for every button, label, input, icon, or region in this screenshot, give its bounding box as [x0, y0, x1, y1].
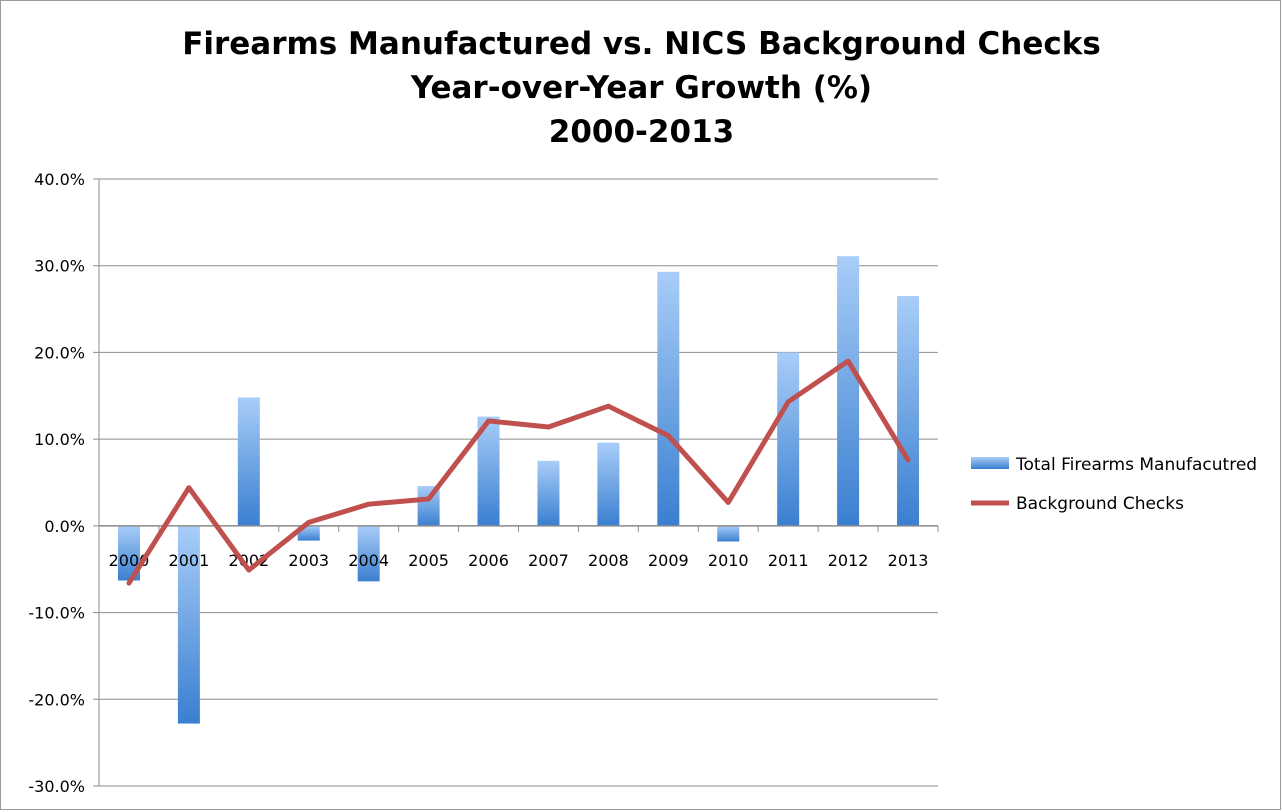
- bar: [477, 416, 500, 526]
- line-point: [787, 401, 789, 403]
- line-point: [488, 420, 490, 422]
- legend-label-bars: Total Firearms Manufacutred: [1015, 455, 1257, 475]
- bar: [417, 485, 440, 526]
- x-tick-label: 2011: [768, 551, 809, 570]
- x-tick-label: 2005: [408, 551, 449, 570]
- bar-series: [117, 256, 920, 724]
- chart-title-line-1: Firearms Manufactured vs. NICS Backgroun…: [182, 26, 1101, 62]
- x-tick-label: 2007: [528, 551, 569, 570]
- x-tick-label: 2003: [288, 551, 329, 570]
- line-point: [607, 405, 609, 407]
- legend-swatch-bars: [971, 457, 1009, 469]
- bar: [177, 525, 200, 724]
- bar: [657, 271, 680, 526]
- line-point: [188, 487, 190, 489]
- x-tick-label: 2009: [648, 551, 689, 570]
- x-tick-label: 2004: [348, 551, 389, 570]
- bar: [717, 525, 740, 542]
- y-tick-label: 10.0%: [34, 430, 85, 449]
- line-point: [547, 426, 549, 428]
- line-point: [368, 503, 370, 505]
- legend-label-line: Background Checks: [1016, 494, 1184, 514]
- y-axis-tick-labels: -30.0% -20.0% -10.0% 0.0% 10.0% 20.0% 30.0% 40.…: [28, 170, 85, 796]
- x-tick-label: 2001: [169, 551, 210, 570]
- line-point: [847, 360, 849, 362]
- line-point: [727, 501, 729, 503]
- bar: [837, 256, 860, 526]
- chart-title-line-3: 2000-2013: [548, 114, 735, 150]
- bar: [117, 525, 140, 581]
- line-background-checks: [126, 358, 911, 586]
- y-tick-label: 30.0%: [34, 257, 85, 276]
- y-tick-label: 40.0%: [34, 170, 85, 189]
- bar: [537, 460, 560, 526]
- line-point: [128, 582, 130, 584]
- line-point: [428, 498, 430, 500]
- axes: [98, 179, 939, 786]
- legend: Total Firearms Manufacutred Background Ch…: [971, 455, 1257, 514]
- y-tick-label: -30.0%: [28, 777, 85, 796]
- y-tick-label: -10.0%: [28, 604, 85, 623]
- bar: [777, 352, 800, 526]
- y-tick-label: 20.0%: [34, 343, 85, 362]
- line-point: [308, 521, 310, 523]
- x-tick-label: 2008: [588, 551, 629, 570]
- bar: [237, 397, 260, 526]
- bar: [357, 525, 380, 582]
- y-tick-label: -20.0%: [28, 690, 85, 709]
- line-point: [248, 569, 250, 571]
- line-point: [907, 459, 909, 461]
- bar: [897, 296, 920, 526]
- chart-title-line-2: Year-over-Year Growth (%): [410, 70, 873, 106]
- x-axis-tick-labels: 2000 2001 2002 2003 2004 2005 2006 2007 2008 2009…: [109, 551, 929, 570]
- chart-title: Firearms Manufactured vs. NICS Backgroun…: [0, 22, 1283, 154]
- grid-lines: [93, 178, 938, 787]
- x-tick-label: 2012: [828, 551, 869, 570]
- bar: [597, 442, 620, 526]
- line-point: [667, 435, 669, 437]
- x-tick-label: 2010: [708, 551, 749, 570]
- x-tick-label: 2013: [888, 551, 929, 570]
- y-tick-label: 0.0%: [44, 517, 85, 536]
- x-tick-label: 2006: [468, 551, 509, 570]
- line-series: [126, 358, 911, 586]
